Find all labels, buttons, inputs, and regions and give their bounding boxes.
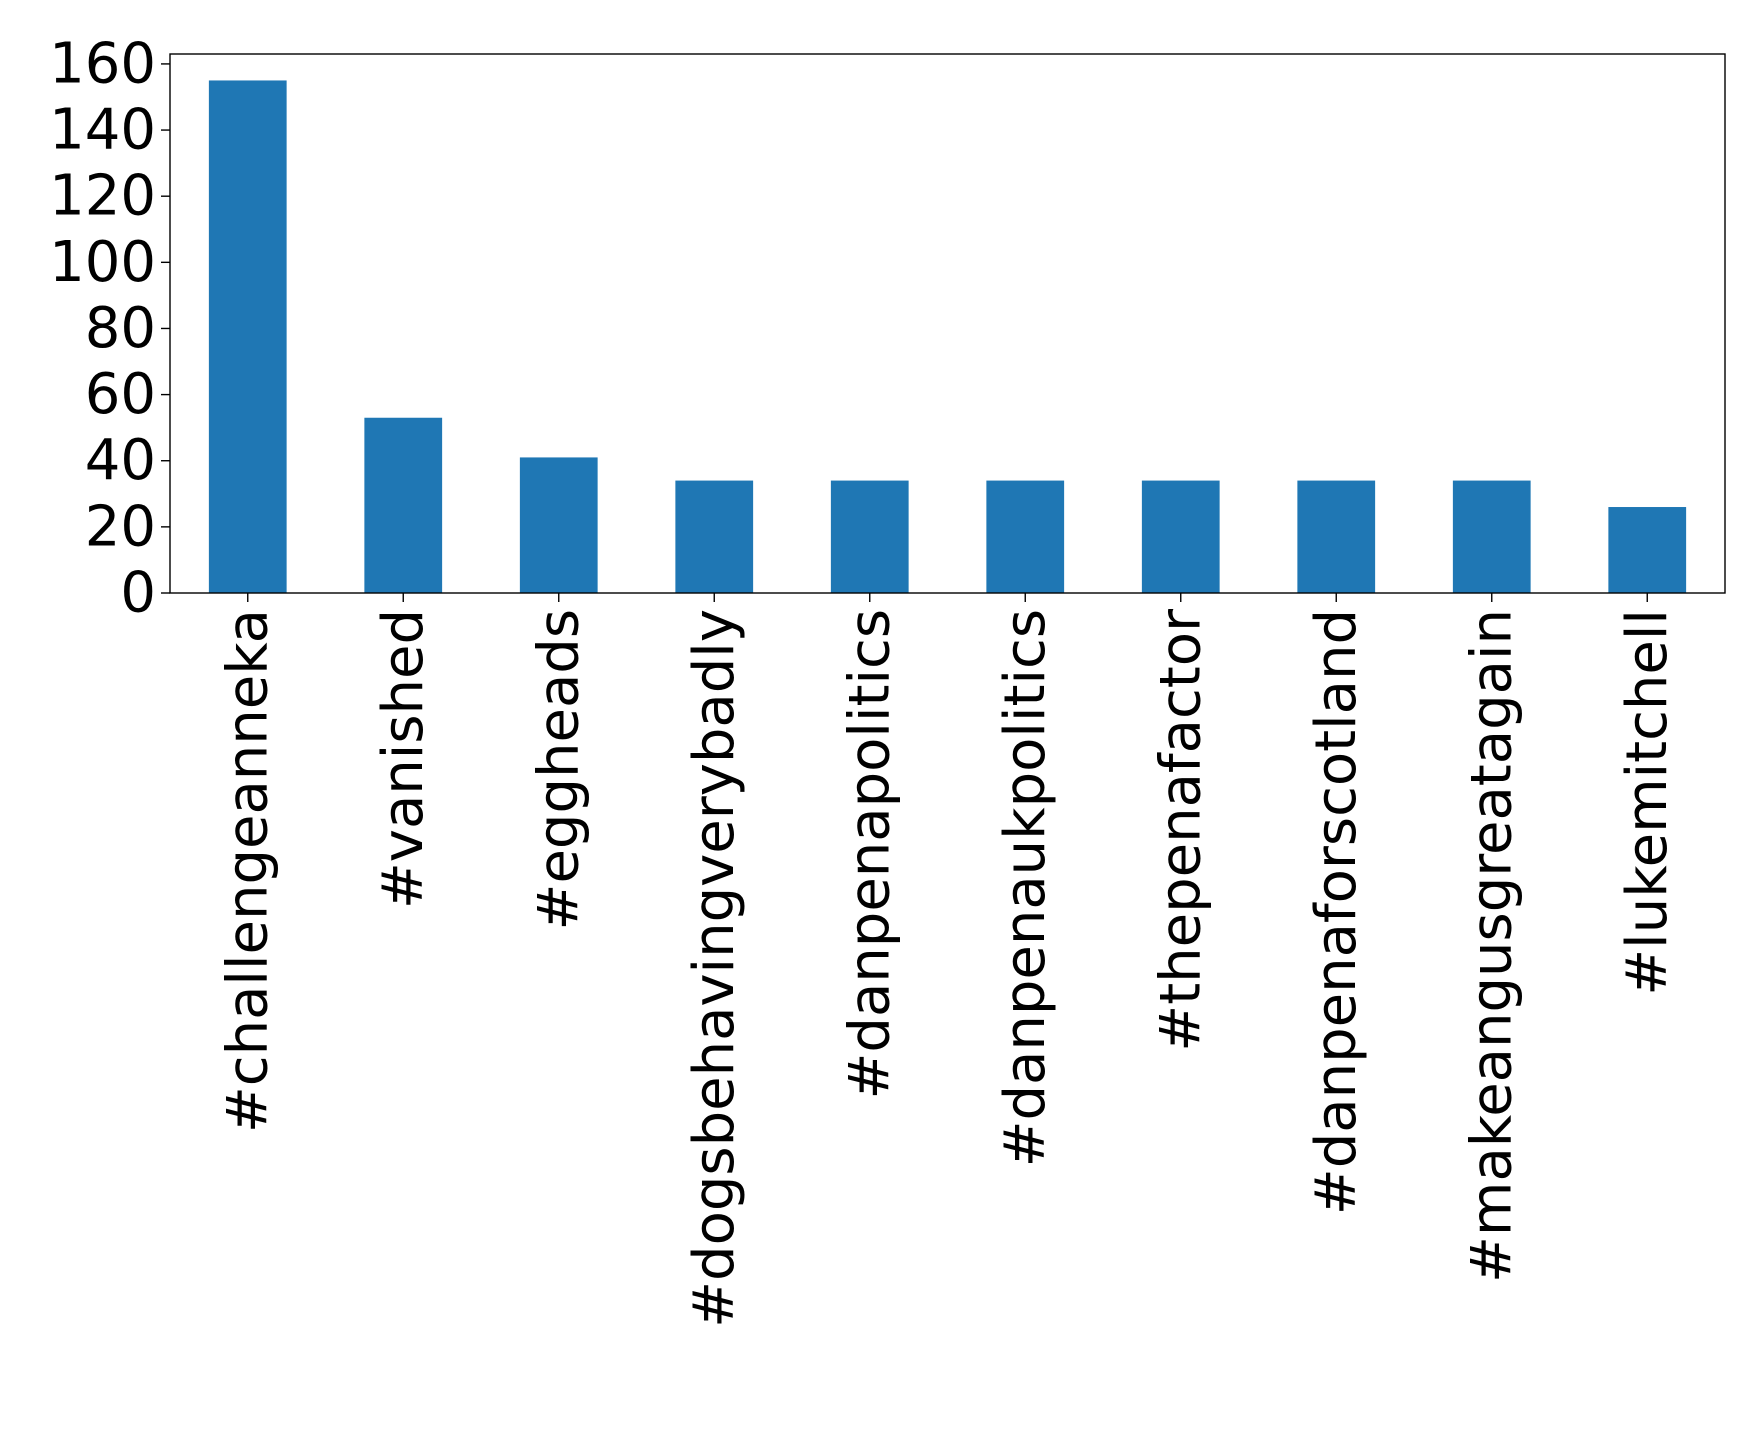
x-tick-label: #challengeanneka [215, 609, 280, 1133]
bar-4 [830, 480, 909, 593]
y-tick-label: 60 [85, 362, 156, 427]
y-tick-label: 160 [49, 31, 156, 96]
y-tick-label: 80 [85, 296, 156, 361]
x-tick-label: #vanished [371, 609, 436, 909]
bar-8 [1452, 480, 1531, 593]
bar-9 [1608, 507, 1687, 593]
plot-frame [169, 53, 1726, 594]
x-tick-label: #danpenaukpolitics [993, 609, 1058, 1167]
y-tick-label: 0 [120, 561, 156, 626]
bar-2 [519, 457, 598, 593]
x-tick-label: #thepenafactor [1148, 608, 1213, 1052]
bar-3 [675, 480, 754, 593]
x-tick-label: #danpenapolitics [837, 609, 902, 1100]
bar-6 [1141, 480, 1220, 593]
x-tick-label: #makeangusgreatagain [1459, 609, 1524, 1283]
x-tick-label: #eggheads [526, 609, 591, 930]
x-tick-label: #danpenaforscotland [1304, 609, 1369, 1215]
y-tick-label: 140 [49, 98, 156, 163]
y-tick-label: 40 [85, 428, 156, 493]
bar-0 [208, 80, 287, 594]
bars-layer [208, 80, 1687, 594]
bar-5 [986, 480, 1065, 593]
x-tick-label: #dogsbehavingverybadly [682, 609, 747, 1328]
bar-1 [364, 417, 443, 593]
y-tick-label: 100 [49, 230, 156, 295]
y-tick-label: 120 [49, 164, 156, 229]
x-tick-label: #lukemitchell [1615, 609, 1680, 996]
y-tick-label: 20 [85, 494, 156, 559]
x-axis: #challengeanneka #vanished #eggheads #dogsb… [215, 593, 1680, 1328]
bar-7 [1297, 480, 1376, 593]
